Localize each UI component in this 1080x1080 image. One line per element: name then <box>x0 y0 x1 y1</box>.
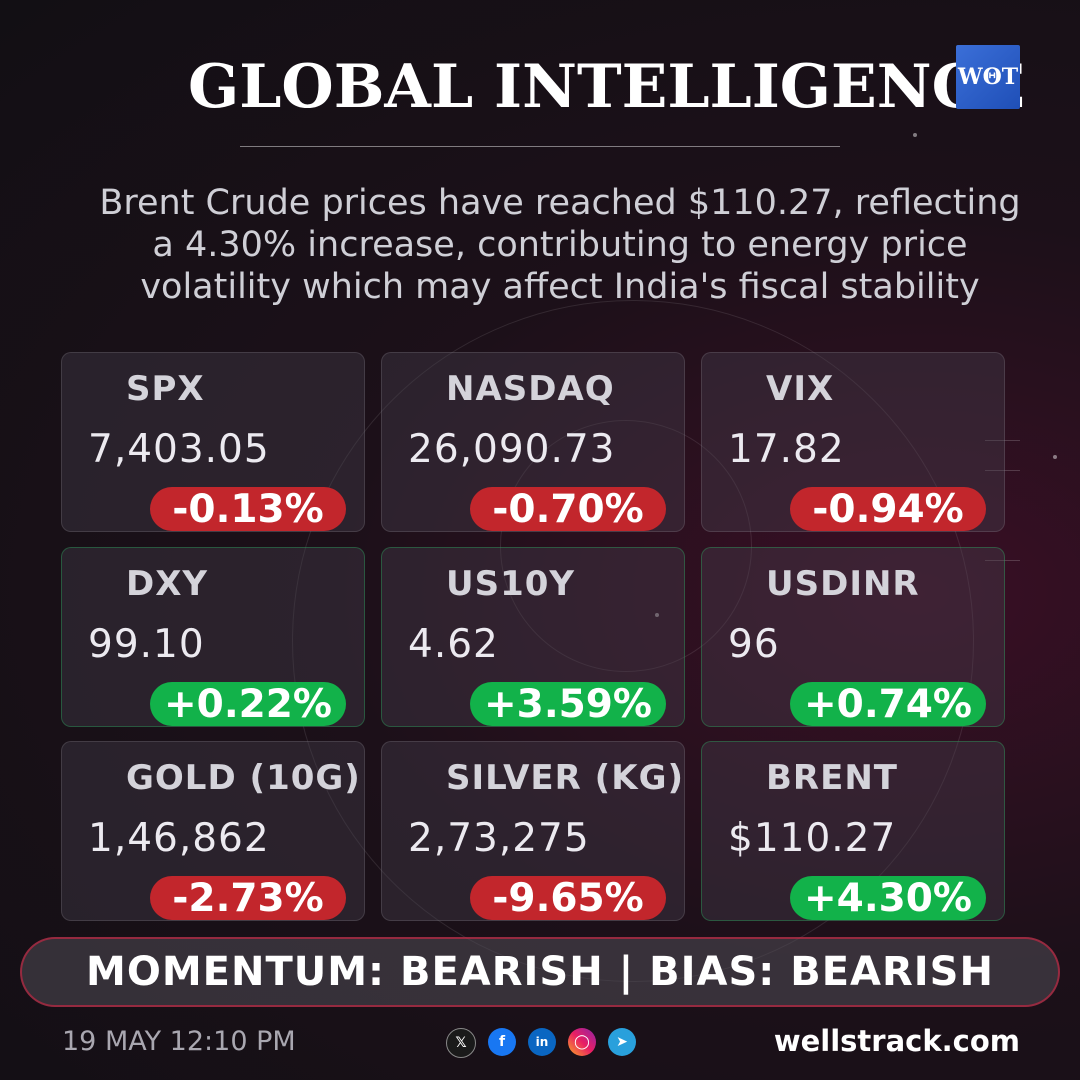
ticker-change-badge: +3.59% <box>470 682 666 727</box>
ticker-symbol: GOLD (10G) <box>126 758 361 798</box>
background-dot <box>1053 455 1057 459</box>
ticker-change-badge: +0.22% <box>150 682 346 727</box>
ticker-card-dxy: DXY 99.10 +0.22% <box>61 547 365 727</box>
ticker-card-silver: SILVER (KG) 2,73,275 -9.65% <box>381 741 685 921</box>
ticker-change-badge: -2.73% <box>150 876 346 921</box>
ticker-symbol: SPX <box>126 369 205 409</box>
ticker-symbol: NASDAQ <box>446 369 615 409</box>
ticker-value: 17.82 <box>728 427 845 472</box>
wellstrack-logo: WΘT <box>956 45 1020 109</box>
instagram-icon[interactable]: ◯ <box>568 1028 596 1056</box>
ticker-card-spx: SPX 7,403.05 -0.13% <box>61 352 365 532</box>
ticker-value: $110.27 <box>728 816 897 861</box>
ticker-value: 4.62 <box>408 622 499 667</box>
headline-line: volatility which may affect India's fisc… <box>140 267 980 307</box>
telegram-icon[interactable]: ➤ <box>608 1028 636 1056</box>
ticker-value: 99.10 <box>88 622 205 667</box>
ticker-card-us10y: US10Y 4.62 +3.59% <box>381 547 685 727</box>
ticker-symbol: US10Y <box>446 564 576 604</box>
ticker-card-nasdaq: NASDAQ 26,090.73 -0.70% <box>381 352 685 532</box>
title-divider <box>240 146 840 147</box>
headline-line: Brent Crude prices have reached $110.27,… <box>99 183 1021 223</box>
background-dot <box>913 133 917 137</box>
ticker-symbol: SILVER (KG) <box>446 758 685 798</box>
ticker-change-badge: +4.30% <box>790 876 986 921</box>
headline-text: Brent Crude prices have reached $110.27,… <box>40 182 1080 308</box>
facebook-icon[interactable]: f <box>488 1028 516 1056</box>
background-dot <box>655 613 659 617</box>
ticker-value: 1,46,862 <box>88 816 270 861</box>
ticker-change-badge: -0.70% <box>470 487 666 532</box>
ticker-change-badge: -0.13% <box>150 487 346 532</box>
social-icons: 𝕏 f in ◯ ➤ <box>446 1028 636 1058</box>
ticker-value: 26,090.73 <box>408 427 616 472</box>
page-title: GLOBAL INTELLIGENCE <box>188 52 1026 122</box>
ticker-value: 7,403.05 <box>88 427 270 472</box>
ticker-symbol: DXY <box>126 564 209 604</box>
background-line <box>985 440 1020 441</box>
background-line <box>985 560 1020 561</box>
website-link[interactable]: wellstrack.com <box>773 1024 1020 1058</box>
linkedin-icon[interactable]: in <box>528 1028 556 1056</box>
ticker-value: 96 <box>728 622 780 667</box>
ticker-change-badge: +0.74% <box>790 682 986 727</box>
headline-line: a 4.30% increase, contributing to energy… <box>152 225 968 265</box>
timestamp: 19 MAY 12:10 PM <box>62 1026 296 1057</box>
ticker-symbol: VIX <box>766 369 835 409</box>
ticker-card-vix: VIX 17.82 -0.94% <box>701 352 1005 532</box>
ticker-change-badge: -9.65% <box>470 876 666 921</box>
background-circle-small <box>500 420 752 672</box>
ticker-value: 2,73,275 <box>408 816 590 861</box>
ticker-symbol: BRENT <box>766 758 898 798</box>
ticker-card-gold: GOLD (10G) 1,46,862 -2.73% <box>61 741 365 921</box>
ticker-card-brent: BRENT $110.27 +4.30% <box>701 741 1005 921</box>
background-line <box>985 470 1020 471</box>
x-icon[interactable]: 𝕏 <box>446 1028 476 1058</box>
ticker-symbol: USDINR <box>766 564 920 604</box>
ticker-card-usdinr: USDINR 96 +0.74% <box>701 547 1005 727</box>
ticker-change-badge: -0.94% <box>790 487 986 532</box>
momentum-banner: MOMENTUM: BEARISH | BIAS: BEARISH <box>20 937 1060 1007</box>
